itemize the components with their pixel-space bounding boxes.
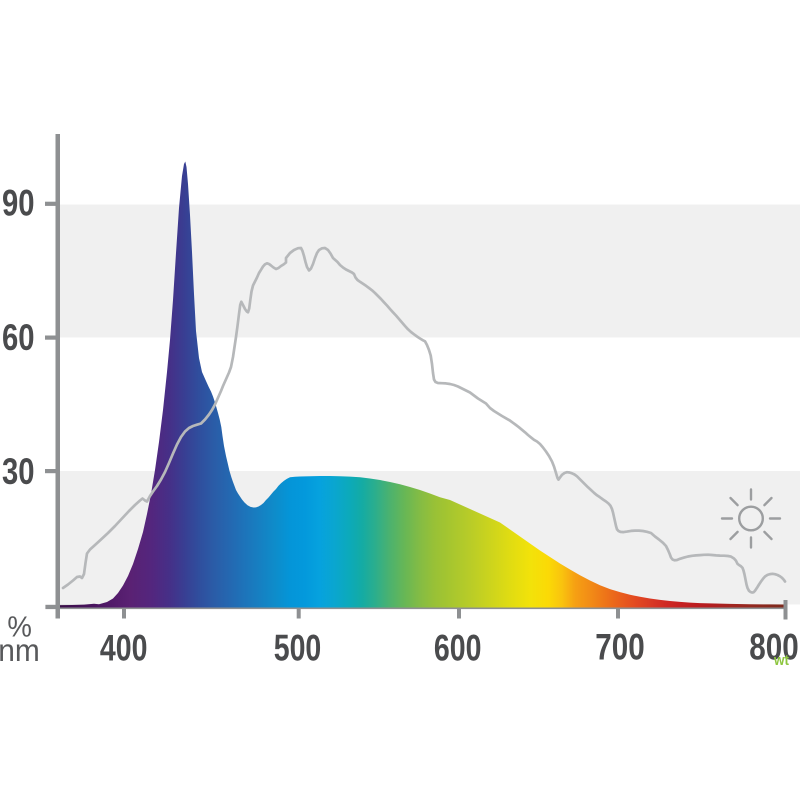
- svg-text:500: 500: [274, 628, 322, 670]
- svg-text:90: 90: [2, 183, 35, 224]
- svg-text:60: 60: [2, 318, 35, 359]
- svg-text:30: 30: [2, 451, 35, 492]
- svg-text:nm: nm: [0, 632, 40, 668]
- svg-text:600: 600: [434, 628, 482, 670]
- svg-text:800: 800: [749, 626, 798, 668]
- svg-text:700: 700: [595, 626, 644, 668]
- svg-text:400: 400: [100, 628, 148, 670]
- svg-text:%: %: [7, 610, 31, 643]
- svg-text:wt: wt: [773, 652, 789, 669]
